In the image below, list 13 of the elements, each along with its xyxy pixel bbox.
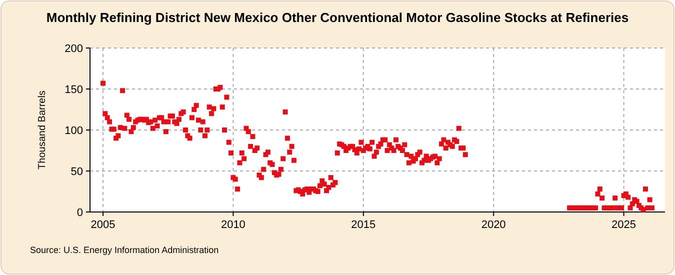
x-tick-label: 2020 (481, 219, 506, 231)
y-tick-label: 0 (76, 206, 83, 219)
x-tick-label: 2025 (612, 219, 636, 231)
x-tick-label: 2005 (90, 219, 116, 231)
y-tick-label: 200 (64, 42, 83, 55)
y-axis-title: Thousand Barrels (37, 90, 48, 170)
x-tick-label: 2010 (220, 219, 246, 231)
y-tick-label: 150 (64, 84, 83, 96)
source-note: Source: U.S. Energy Information Administration (30, 245, 219, 255)
chart-title: Monthly Refining District New Mexico Other Conventional Motor Gasoline Stocks at Refineries (46, 10, 629, 25)
y-tick-label: 50 (70, 166, 83, 178)
y-tick-label: 100 (64, 124, 83, 137)
x-tick-label: 2015 (351, 219, 376, 231)
